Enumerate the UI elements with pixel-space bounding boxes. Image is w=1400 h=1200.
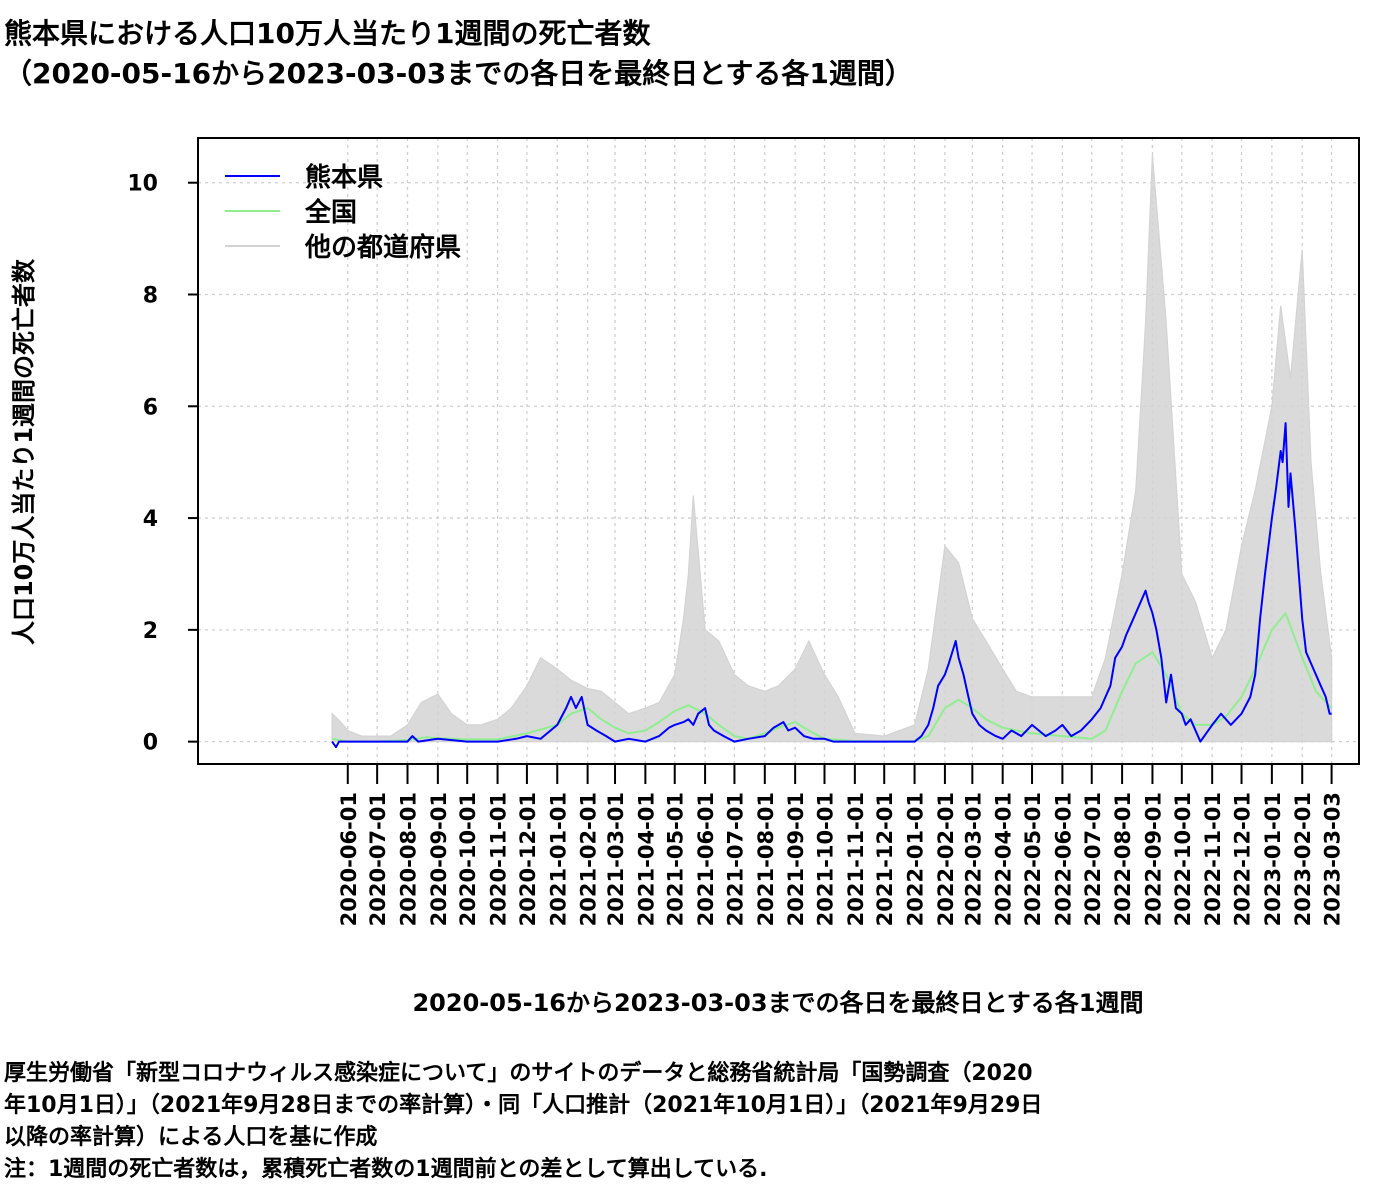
x-tick-label: 2023-03-03 (1321, 792, 1345, 926)
x-tick-label: 2022-01-01 (904, 792, 928, 926)
series-line-kumamoto (331, 422, 1332, 749)
y-tick-label: 2 (143, 619, 158, 644)
x-tick-label: 2021-03-01 (604, 792, 628, 926)
chart-title-line1: 熊本県における人口10万人当たり1週間の死亡者数 (4, 17, 651, 50)
x-tick-label: 2022-09-01 (1141, 792, 1165, 926)
x-tick-label: 2021-08-01 (754, 792, 778, 926)
x-tick-label: 2021-02-01 (577, 792, 601, 926)
x-tick-label: 2020-08-01 (396, 792, 420, 926)
x-tick-label: 2022-05-01 (1021, 792, 1045, 926)
x-tick-label: 2021-11-01 (844, 792, 868, 926)
x-axis-label: 2020-05-16から2023-03-03までの各日を最終日とする各1週間 (412, 989, 1143, 1017)
x-tick-label: 2022-10-01 (1171, 792, 1195, 926)
series-band-other-prefectures (331, 154, 1333, 743)
x-tick-label: 2020-06-01 (337, 792, 361, 926)
source-note-line3: 以降の率計算）による人口を基に作成 (4, 1125, 378, 1150)
x-tick-label: 2022-02-01 (934, 792, 958, 926)
source-note-line2: 年10月1日）」（2021年9月28日までの率計算）・同「人口推計（2021年1… (4, 1093, 1043, 1118)
legend-label: 全国 (304, 197, 357, 228)
series-lines (331, 422, 1333, 749)
x-tick-label: 2023-01-01 (1261, 792, 1285, 926)
y-tick-label: 0 (143, 731, 158, 756)
x-tick-label: 2021-07-01 (723, 792, 747, 926)
x-tick-label: 2021-05-01 (664, 792, 688, 926)
y-tick-label: 8 (143, 284, 158, 309)
y-axis-label: 人口10万人当たり1週間の死亡者数 (10, 258, 38, 645)
legend-label: 熊本県 (305, 162, 383, 193)
x-tick-label: 2020-12-01 (516, 792, 540, 926)
x-tick-label: 2022-07-01 (1081, 792, 1105, 926)
x-tick-label: 2020-07-01 (366, 792, 390, 926)
chart-title: 熊本県における人口10万人当たり1週間の死亡者数 （2020-05-16から20… (4, 14, 913, 94)
x-tick-label: 2021-12-01 (873, 792, 897, 926)
y-tick-label: 6 (143, 395, 158, 420)
source-note-line1: 厚生労働省「新型コロナウィルス感染症について」のサイトのデータと総務省統計局「国… (4, 1061, 1033, 1086)
y-axis: 0 2 4 6 8 10 (127, 172, 198, 756)
y-tick-label: 10 (127, 172, 158, 197)
x-tick-label: 2022-06-01 (1051, 792, 1075, 926)
x-tick-label: 2022-03-01 (961, 792, 985, 926)
x-tick-label: 2022-12-01 (1231, 792, 1255, 926)
x-tick-label: 2021-10-01 (814, 792, 838, 926)
x-tick-label: 2022-11-01 (1201, 792, 1225, 926)
source-note: 厚生労働省「新型コロナウィルス感染症について」のサイトのデータと総務省統計局「国… (4, 1058, 1042, 1186)
chart-title-line2: （2020-05-16から2023-03-03までの各日を最終日とする各1週間） (4, 57, 913, 90)
x-tick-label: 2020-09-01 (427, 792, 451, 926)
x-tick-label: 2021-06-01 (694, 792, 718, 926)
legend-label: 他の都道府県 (304, 232, 461, 263)
x-tick-label: 2020-10-01 (456, 792, 480, 926)
x-tick-label: 2020-11-01 (487, 792, 511, 926)
x-tick-label: 2021-09-01 (784, 792, 808, 926)
y-tick-label: 4 (143, 507, 158, 532)
x-tick-label: 2023-02-01 (1291, 792, 1315, 926)
x-tick-label: 2021-01-01 (546, 792, 570, 926)
source-note-line4: 注：1週間の死亡者数は，累積死亡者数の1週間前との差として算出している. (4, 1157, 768, 1182)
x-tick-label: 2021-04-01 (634, 792, 658, 926)
x-tick-label: 2022-04-01 (992, 792, 1016, 926)
x-axis: 2020-06-01 2020-07-01 2020-08-01 2020-09-01… (337, 763, 1345, 926)
x-tick-label: 2022-08-01 (1111, 792, 1135, 926)
other-prefectures-band (331, 154, 1333, 743)
